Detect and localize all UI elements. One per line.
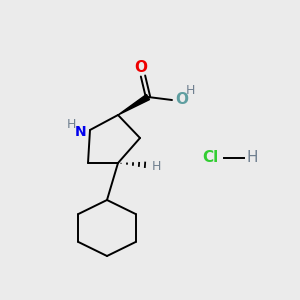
- Text: H: H: [185, 83, 195, 97]
- Text: H: H: [246, 151, 258, 166]
- Text: H: H: [66, 118, 76, 130]
- Polygon shape: [118, 94, 149, 115]
- Text: N: N: [75, 125, 87, 139]
- Text: Cl: Cl: [202, 151, 218, 166]
- Text: O: O: [176, 92, 188, 106]
- Text: O: O: [134, 61, 148, 76]
- Text: H: H: [151, 160, 161, 173]
